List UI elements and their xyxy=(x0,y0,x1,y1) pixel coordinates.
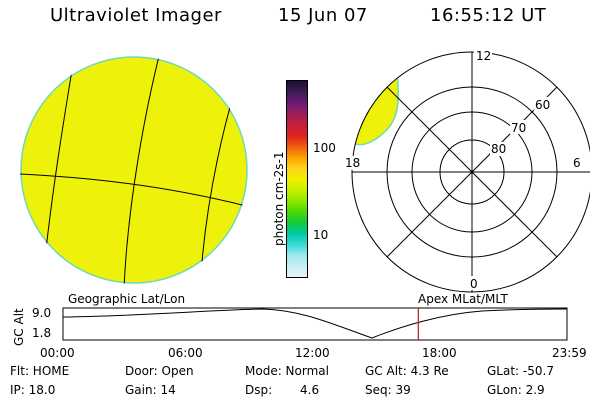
earth-disk xyxy=(20,56,248,284)
flight-status: Flt: HOME xyxy=(10,364,70,378)
dsp-value: 4.6 xyxy=(300,383,320,397)
time-tick-0: 00:00 xyxy=(40,346,75,360)
time-tick-1: 06:00 xyxy=(168,346,203,360)
time-tick-2: 12:00 xyxy=(295,346,330,360)
altitude-curve xyxy=(62,308,568,339)
mode-status: Mode: Normal xyxy=(245,364,329,378)
ip-value: IP: 18.0 xyxy=(10,383,56,397)
sequence-number: Seq: 39 xyxy=(365,383,411,397)
alt-tick-low: 1.8 xyxy=(32,326,52,340)
alt-tick-high: 9.0 xyxy=(32,306,52,320)
colorbar xyxy=(286,80,308,278)
gain-value: Gain: 14 xyxy=(125,383,176,397)
geographic-longitude: GLon: 2.9 xyxy=(487,383,545,397)
aurora-coverage-region xyxy=(352,56,400,146)
app-title: Ultraviolet Imager xyxy=(50,5,222,26)
altitude-timeline-plot xyxy=(62,307,568,341)
dsp-label: Dsp: xyxy=(245,383,273,397)
polar-mlat-mlt-panel: 12 18 6 0 60 70 80 xyxy=(344,50,590,293)
colorbar-tick-10: 10 xyxy=(313,228,329,242)
geographic-latitude: GLat: -50.7 xyxy=(487,364,554,378)
time-tick-4: 23:59 xyxy=(552,346,587,360)
meridian-diag-2 xyxy=(386,86,558,258)
mlt-label-0: 0 xyxy=(470,277,478,291)
door-status: Door: Open xyxy=(125,364,194,378)
mlat-label-60: 60 xyxy=(535,98,550,112)
colorbar-tick-100: 100 xyxy=(313,141,336,155)
time-tick-3: 18:00 xyxy=(422,346,457,360)
geo-panel-label: Geographic Lat/Lon xyxy=(68,292,186,306)
mlat-label-80: 80 xyxy=(491,142,506,156)
mlat-label-70: 70 xyxy=(511,121,526,135)
time-label: 16:55:12 UT xyxy=(430,5,547,26)
geographic-image-panel xyxy=(20,56,248,284)
mlt-label-12: 12 xyxy=(476,50,491,63)
gc-altitude: GC Alt: 4.3 Re xyxy=(365,364,449,378)
date-label: 15 Jun 07 xyxy=(278,5,368,26)
mlt-label-6: 6 xyxy=(573,156,581,170)
mlt-label-18: 18 xyxy=(345,156,360,170)
alt-axis-label: GC Alt xyxy=(12,308,26,346)
colorbar-unit-label: photon cm-2s-1 xyxy=(272,151,286,247)
polar-panel-label: Apex MLat/MLT xyxy=(418,292,508,306)
